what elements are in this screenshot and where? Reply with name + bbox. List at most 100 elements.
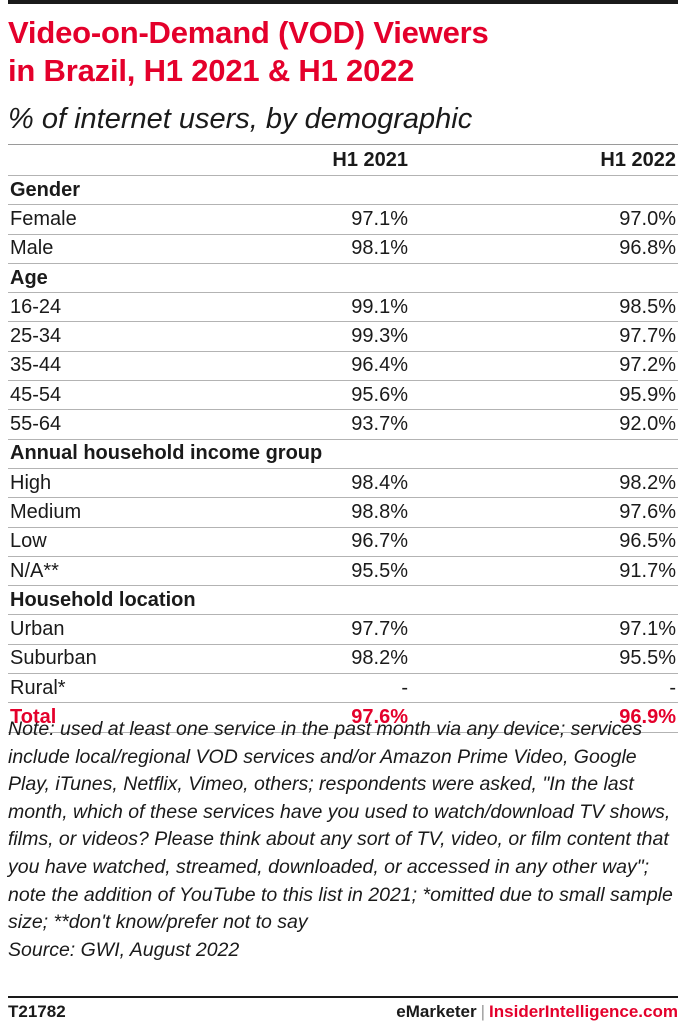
brand-footer: eMarketer | InsiderIntelligence.com <box>396 1002 678 1022</box>
group-header-row: Gender <box>8 175 678 206</box>
column-header-h1-2021: H1 2021 <box>312 145 410 176</box>
column-gap <box>410 409 584 440</box>
row-label: Female <box>8 204 312 235</box>
value-h1-2021: 97.1% <box>312 204 410 235</box>
row-label: 55-64 <box>8 409 312 440</box>
value-h1-2022: 91.7% <box>584 556 678 587</box>
group-label: Annual household income group <box>8 439 678 469</box>
value-h1-2021: 98.8% <box>312 497 410 528</box>
row-label: Low <box>8 527 312 557</box>
column-gap <box>410 145 584 176</box>
brand-insider-intelligence: InsiderIntelligence.com <box>489 1002 678 1021</box>
column-gap <box>410 321 584 352</box>
table-row: Low 96.7% 96.5% <box>8 527 678 557</box>
table-row: Suburban 98.2% 95.5% <box>8 644 678 675</box>
group-label: Age <box>8 263 678 294</box>
value-h1-2022: 96.8% <box>584 234 678 264</box>
brand-separator: | <box>480 1002 486 1021</box>
top-rule <box>8 0 678 4</box>
row-label: Rural* <box>8 673 312 704</box>
table-body: Gender Female 97.1% 97.0% Male 98.1% 96.8% Age 1… <box>8 175 678 733</box>
value-h1-2021: 95.5% <box>312 556 410 587</box>
row-label: 45-54 <box>8 380 312 411</box>
value-h1-2022: 97.1% <box>584 614 678 645</box>
value-h1-2022: 95.5% <box>584 644 678 675</box>
table-row: Female 97.1% 97.0% <box>8 204 678 235</box>
value-h1-2021: 98.2% <box>312 644 410 675</box>
chart-note: Note: used at least one service in the p… <box>8 716 682 964</box>
column-gap <box>410 292 584 323</box>
chart-title: Video-on-Demand (VOD) Viewers in Brazil,… <box>8 14 678 90</box>
value-h1-2021: 97.6% <box>312 702 410 733</box>
column-gap <box>410 380 584 411</box>
header-rule <box>8 144 678 145</box>
column-gap <box>410 673 584 704</box>
column-header-row: H1 2021 H1 2022 <box>8 145 678 176</box>
column-header-h1-2022: H1 2022 <box>584 145 678 176</box>
column-gap <box>410 234 584 264</box>
row-label: 16-24 <box>8 292 312 323</box>
value-h1-2021: 99.3% <box>312 321 410 352</box>
table-row: Rural* - - <box>8 673 678 704</box>
column-gap <box>410 556 584 587</box>
value-h1-2021: 96.4% <box>312 351 410 382</box>
value-h1-2022: 96.5% <box>584 527 678 557</box>
value-h1-2022: 97.2% <box>584 351 678 382</box>
data-table: H1 2021 H1 2022 Gender Female 97.1% 97.0% Ma… <box>8 145 678 733</box>
column-gap <box>410 527 584 557</box>
value-h1-2022: 92.0% <box>584 409 678 440</box>
column-gap <box>410 614 584 645</box>
row-label: Medium <box>8 497 312 528</box>
table-row: 25-34 99.3% 97.7% <box>8 321 678 352</box>
value-h1-2021: 98.1% <box>312 234 410 264</box>
value-h1-2022: - <box>584 673 678 704</box>
column-gap <box>410 468 584 499</box>
source-text: Source: GWI, August 2022 <box>8 938 240 961</box>
table-row: High 98.4% 98.2% <box>8 468 678 499</box>
row-label-header <box>8 145 312 176</box>
title-line-2: in Brazil, H1 2021 & H1 2022 <box>8 53 415 88</box>
note-text: Note: used at least one service in the p… <box>8 718 673 934</box>
row-label: Male <box>8 234 312 264</box>
value-h1-2021: 99.1% <box>312 292 410 323</box>
table-row: 35-44 96.4% 97.2% <box>8 351 678 382</box>
value-h1-2021: 98.4% <box>312 468 410 499</box>
column-gap <box>410 204 584 235</box>
value-h1-2022: 97.6% <box>584 497 678 528</box>
total-row: Total 97.6% 96.9% <box>8 702 678 733</box>
value-h1-2022: 97.0% <box>584 204 678 235</box>
column-gap <box>410 497 584 528</box>
column-gap <box>410 351 584 382</box>
row-label: 35-44 <box>8 351 312 382</box>
table-row: Medium 98.8% 97.6% <box>8 497 678 528</box>
table-row: N/A** 95.5% 91.7% <box>8 556 678 587</box>
table-row: Male 98.1% 96.8% <box>8 234 678 264</box>
value-h1-2021: 95.6% <box>312 380 410 411</box>
value-h1-2021: 96.7% <box>312 527 410 557</box>
value-h1-2021: - <box>312 673 410 704</box>
row-label: Total <box>8 702 312 733</box>
value-h1-2021: 97.7% <box>312 614 410 645</box>
brand-emarketer: eMarketer <box>396 1002 477 1021</box>
title-line-1: Video-on-Demand (VOD) Viewers <box>8 15 489 50</box>
table-row: 55-64 93.7% 92.0% <box>8 409 678 440</box>
row-label: N/A** <box>8 556 312 587</box>
table-row: 16-24 99.1% 98.5% <box>8 292 678 323</box>
row-label: High <box>8 468 312 499</box>
table-row: Urban 97.7% 97.1% <box>8 614 678 645</box>
value-h1-2022: 97.7% <box>584 321 678 352</box>
value-h1-2022: 98.5% <box>584 292 678 323</box>
value-h1-2021: 93.7% <box>312 409 410 440</box>
value-h1-2022: 95.9% <box>584 380 678 411</box>
value-h1-2022: 96.9% <box>584 702 678 733</box>
row-label: Urban <box>8 614 312 645</box>
column-gap <box>410 702 584 733</box>
footer-rule <box>8 996 678 998</box>
group-label: Gender <box>8 175 678 206</box>
group-label: Household location <box>8 585 678 616</box>
group-header-row: Household location <box>8 585 678 616</box>
group-header-row: Age <box>8 263 678 294</box>
chart-subtitle: % of internet users, by demographic <box>8 103 473 135</box>
column-gap <box>410 644 584 675</box>
table-row: 45-54 95.6% 95.9% <box>8 380 678 411</box>
